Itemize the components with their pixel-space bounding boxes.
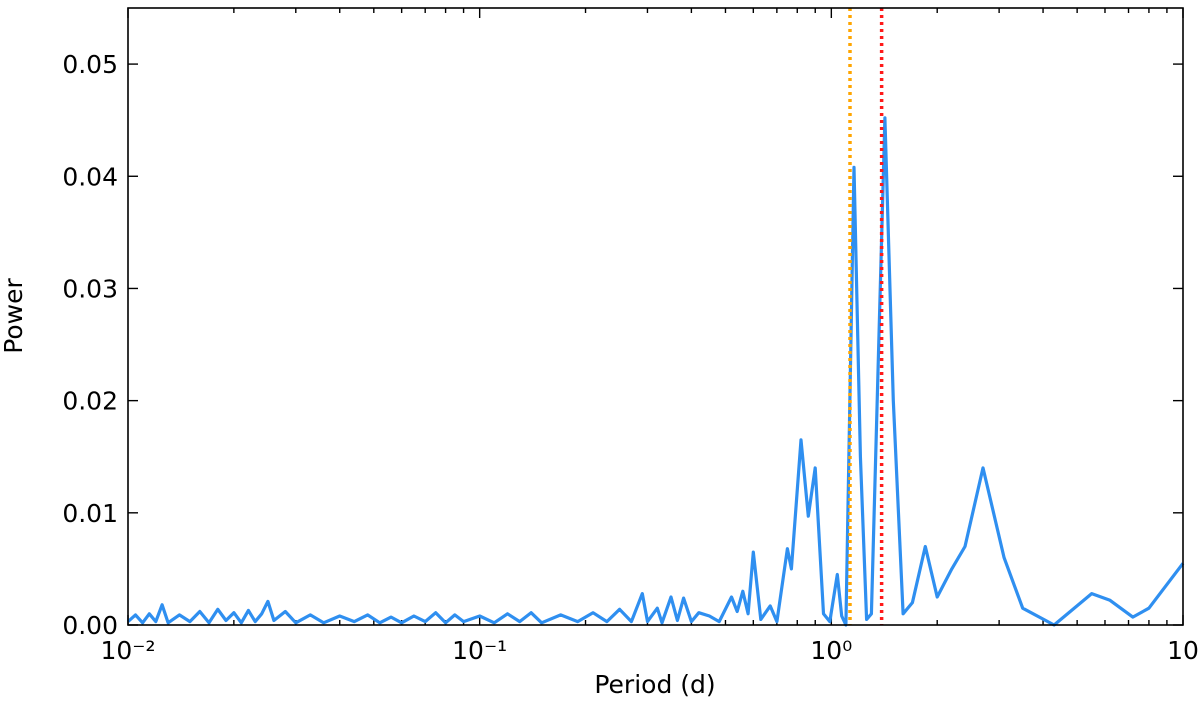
x-axis-label: Period (d) — [594, 670, 715, 699]
y-tick-label: 0.05 — [62, 50, 118, 79]
y-tick-label: 0.04 — [62, 162, 118, 191]
y-tick-label: 0.02 — [62, 387, 118, 416]
x-tick-label: 10 — [1167, 636, 1199, 665]
plot-frame — [127, 7, 1184, 626]
data-line — [126, 116, 1185, 627]
y-axis-label: Power — [0, 277, 28, 353]
y-tick-label: 0.03 — [62, 274, 118, 303]
y-tick-label: 0.00 — [62, 611, 118, 640]
y-tick-label: 0.01 — [62, 499, 118, 528]
x-tick-label: 10⁻² — [100, 636, 155, 665]
x-tick-label: 10⁰ — [810, 636, 852, 665]
x-tick-label: 10⁻¹ — [452, 636, 507, 665]
